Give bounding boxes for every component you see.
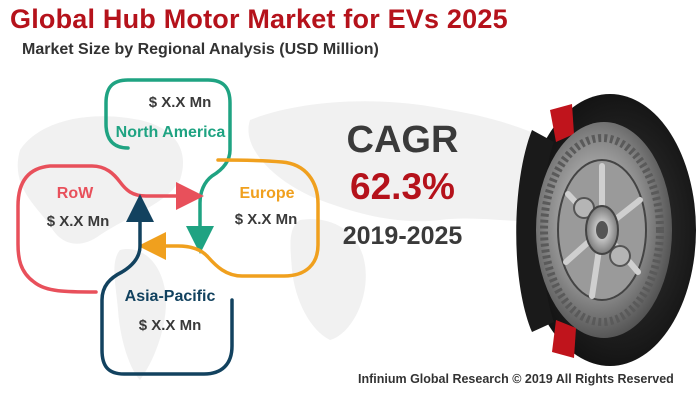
regional-cycle-diagram [16,78,320,376]
row-value: $ X.X Mn [46,213,110,230]
north-america-label: North America [115,124,226,141]
copyright-footer: Infinium Global Research © 2019 All Righ… [358,372,674,386]
asia-pacific-arrow [100,194,234,376]
europe-arrow [138,158,320,278]
hub-motor-image [516,94,696,366]
cagr-value: 62.3% [350,166,455,207]
asia-pacific-value: $ X.X Mn [138,317,202,334]
cagr-label: CAGR [346,119,459,161]
europe-value: $ X.X Mn [234,211,298,228]
page-title: Global Hub Motor Market for EVs 2025 [10,4,508,34]
row-label: RoW [56,185,94,202]
asia-pacific-label: Asia-Pacific [124,288,216,305]
cagr-block: CAGR 62.3% 2019-2025 [335,118,470,256]
page-subtitle: Market Size by Regional Analysis (USD Mi… [22,41,379,58]
north-america-arrow [104,78,232,254]
europe-label: Europe [239,185,295,202]
row-arrow [16,164,204,294]
cagr-period: 2019-2025 [342,222,463,250]
north-america-value: $ X.X Mn [148,94,212,111]
